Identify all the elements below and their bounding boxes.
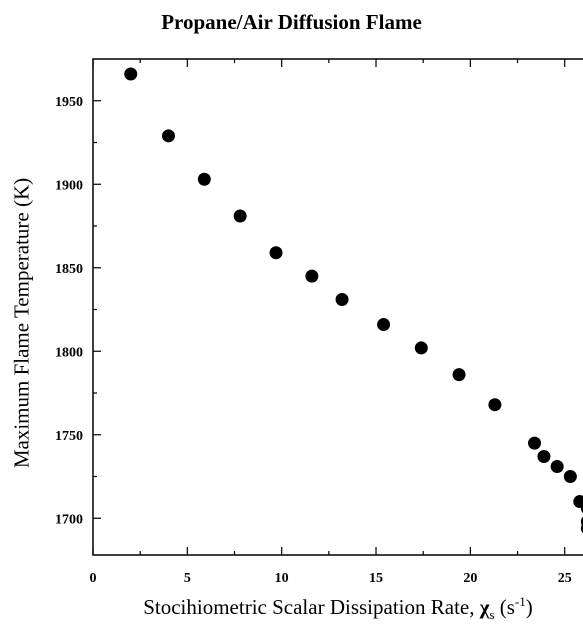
x-tick-label: 15 <box>369 571 383 586</box>
data-points <box>124 67 583 534</box>
data-point <box>550 459 564 473</box>
x-tick-label: 25 <box>558 571 572 586</box>
data-point <box>528 436 542 450</box>
data-point <box>580 523 583 534</box>
x-tick-label: 20 <box>463 571 477 586</box>
x-axis-label-subscript: s <box>489 607 495 623</box>
x-axis-label-unit-exp: -1 <box>514 594 526 609</box>
x-axis-label-symbol: χ <box>479 595 490 619</box>
x-tick-label: 0 <box>90 571 97 586</box>
y-axis-label: Maximum Flame Temperature (K) <box>9 177 34 469</box>
y-tick-label: 1850 <box>55 262 83 277</box>
y-tick-label: 1950 <box>55 95 83 110</box>
axis-ticks: 0 5 10 15 20 25 1700 1750 1800 1850 1900 1950 <box>55 59 572 586</box>
data-point <box>269 246 283 260</box>
chart-title: Propane/Air Diffusion Flame <box>161 10 422 34</box>
x-axis-label-unit-close: ) <box>525 595 533 619</box>
data-point <box>414 341 428 355</box>
x-axis-label-text: Stocihiometric Scalar Dissipation Rate, <box>143 595 480 619</box>
x-tick-label: 10 <box>275 571 289 586</box>
data-point <box>124 67 138 81</box>
x-axis-label: Stocihiometric Scalar Dissipation Rate, … <box>93 594 583 623</box>
data-point <box>580 503 583 514</box>
data-point <box>335 292 349 306</box>
x-axis-label-unit-open: (s <box>494 595 515 619</box>
data-point <box>197 172 211 186</box>
data-point <box>377 318 391 332</box>
data-point <box>452 368 466 382</box>
y-tick-label: 1800 <box>55 345 83 360</box>
data-point <box>573 495 583 509</box>
data-point <box>305 269 319 283</box>
data-point <box>488 398 502 412</box>
y-tick-label: 1900 <box>55 178 83 193</box>
x-tick-label: 5 <box>184 571 191 586</box>
y-tick-label: 1700 <box>55 512 83 527</box>
y-tick-label: 1750 <box>55 429 83 444</box>
data-point <box>233 209 247 223</box>
plot-frame <box>92 58 583 556</box>
data-point <box>563 470 577 484</box>
data-point <box>161 129 175 143</box>
data-point <box>537 449 551 463</box>
